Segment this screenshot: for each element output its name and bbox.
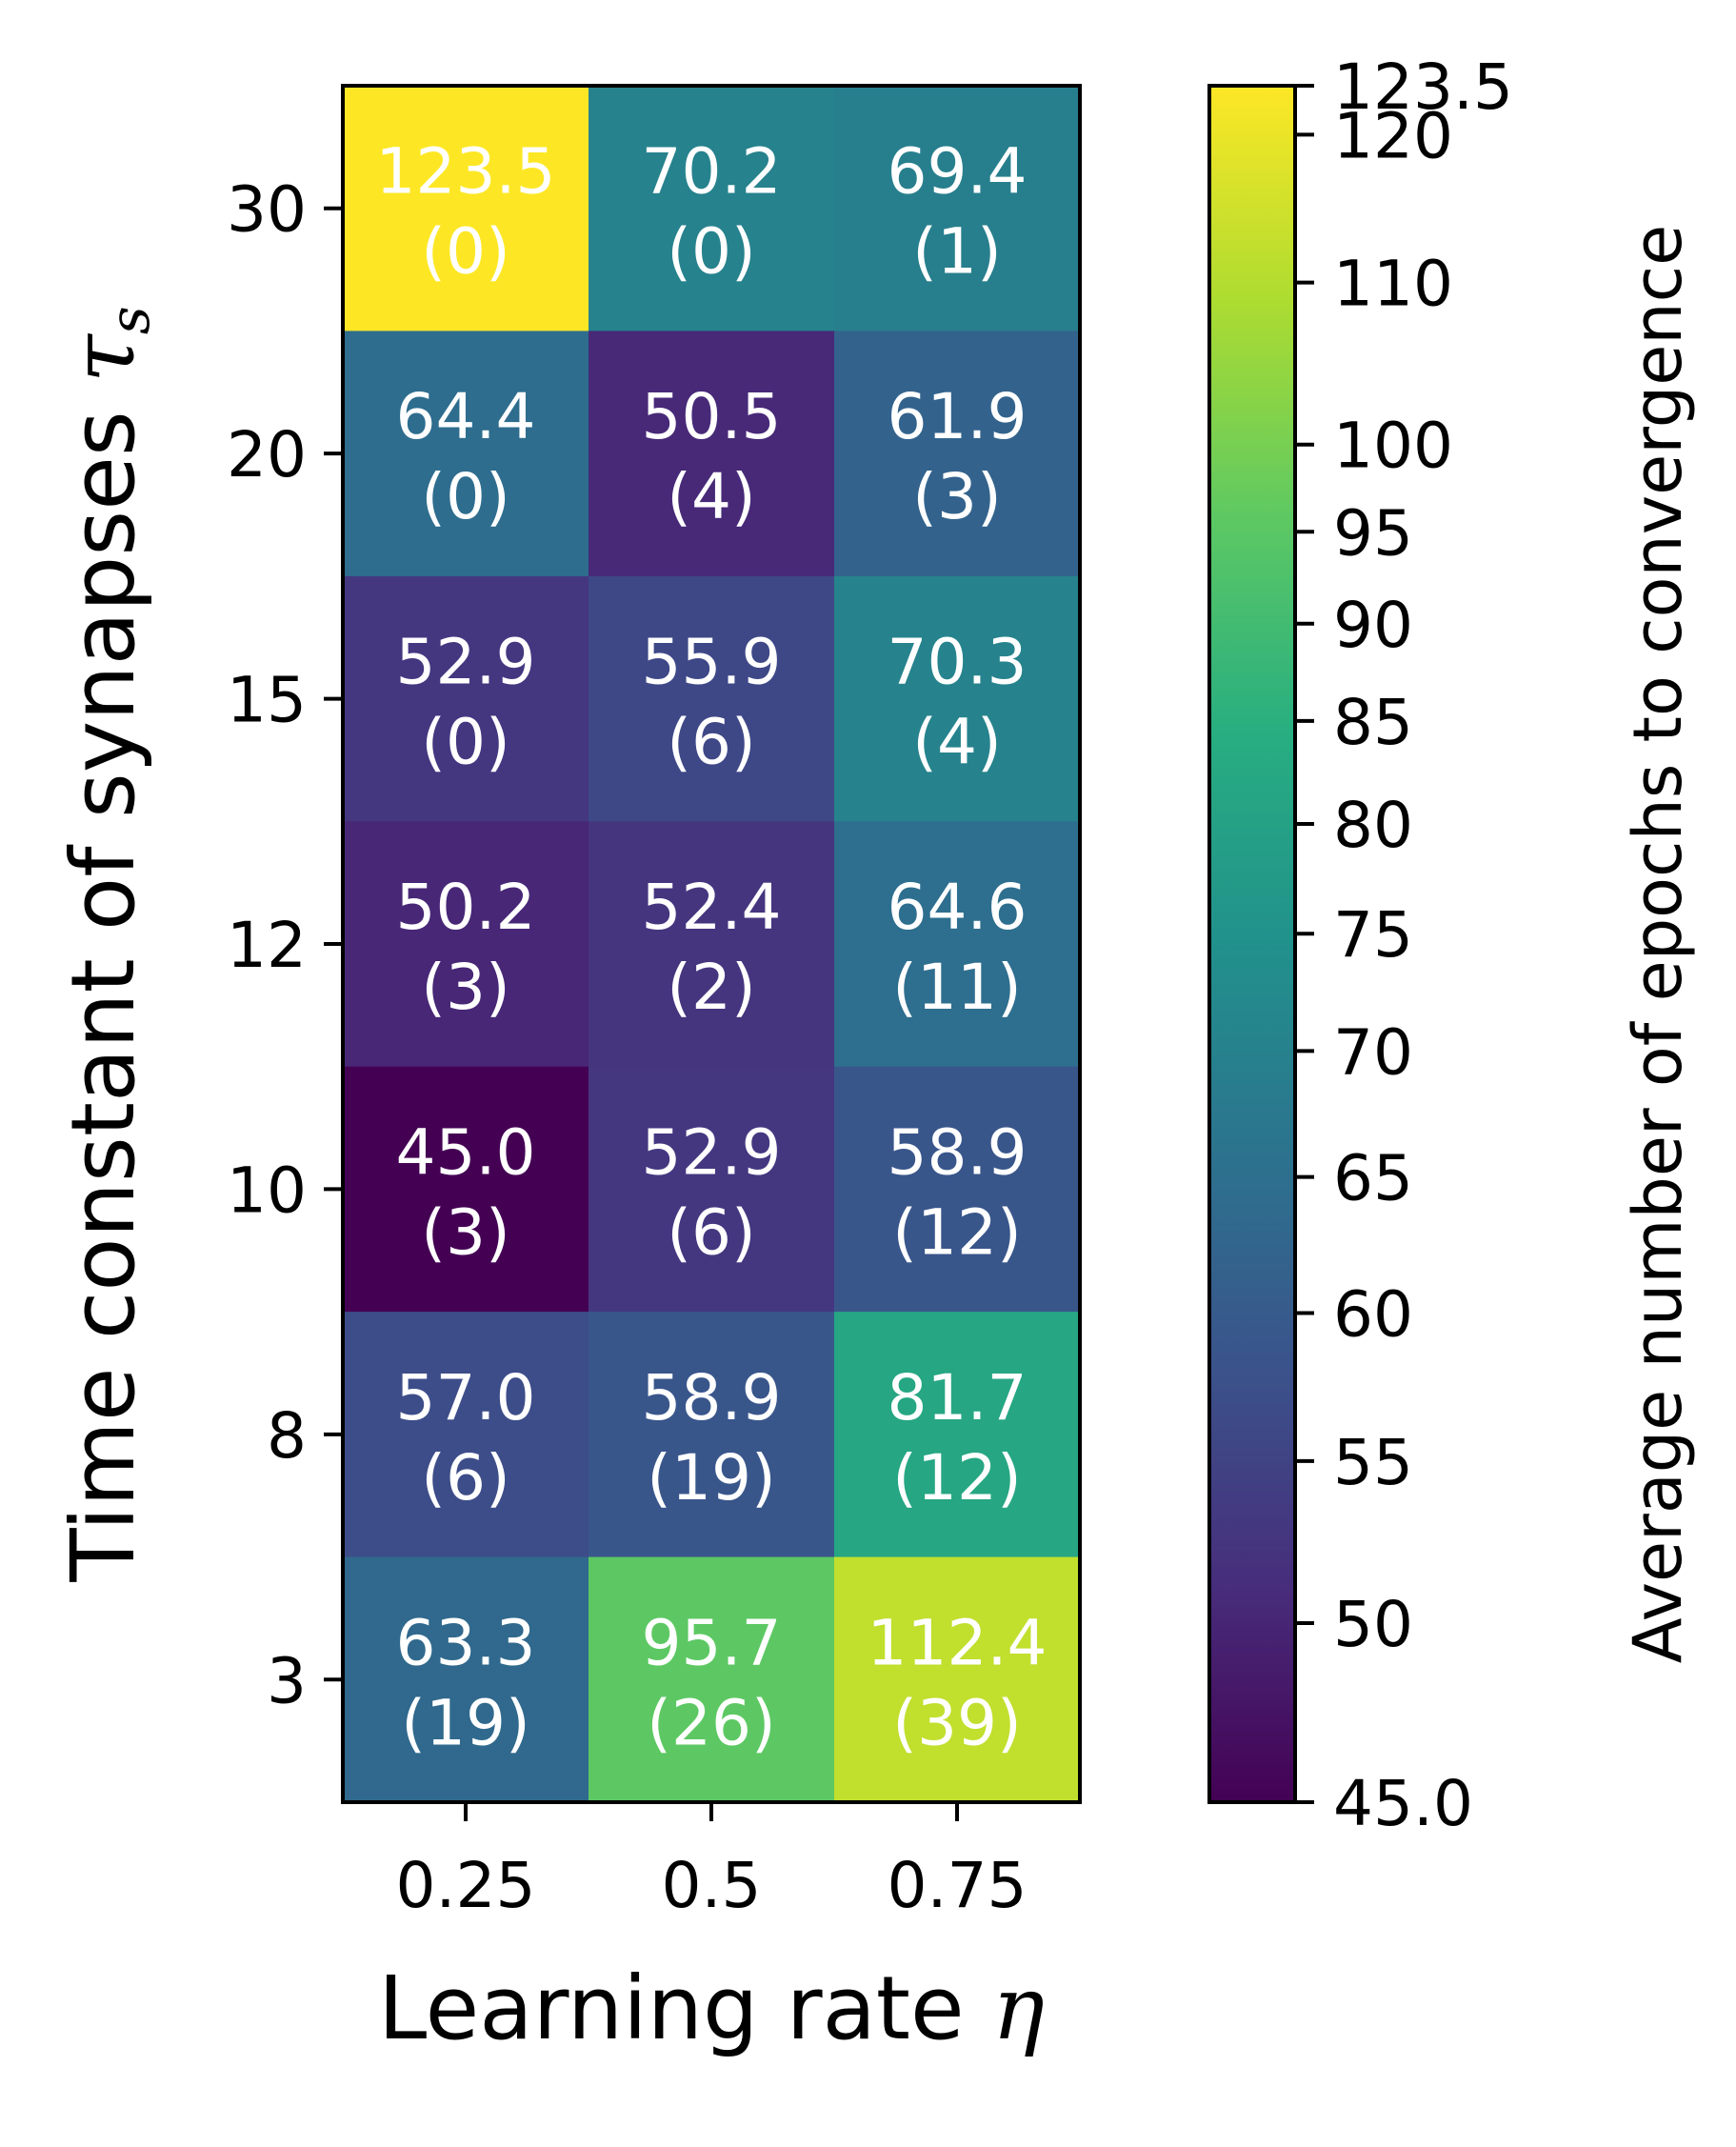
heatmap-cell (343, 575, 589, 822)
colorbar-tick-label: 110 (1333, 248, 1453, 321)
x-axis-ticks: 0.25 0.5 0.75 (396, 1802, 1028, 1922)
heatmap-cell (834, 86, 1081, 331)
cell-value-label: 52.4 (642, 871, 782, 944)
colorbar-tick-label: 95 (1333, 496, 1413, 570)
cell-value-label: 64.4 (396, 380, 536, 453)
colorbar-tick-label: 85 (1333, 686, 1413, 759)
cell-count-label: (0) (421, 215, 510, 289)
colorbar-tick-label: 65 (1333, 1142, 1413, 1215)
x-tick-label: 0.75 (888, 1849, 1028, 1922)
cell-count-label: (0) (421, 460, 510, 533)
heatmap-cell (589, 1066, 835, 1313)
colorbar-tick-label: 80 (1333, 789, 1413, 862)
heatmap-cells (343, 86, 1081, 1803)
colorbar-tick-label: 50 (1333, 1588, 1413, 1661)
cell-value-label: 58.9 (642, 1361, 782, 1435)
cell-count-label: (19) (401, 1686, 529, 1759)
heatmap-cell (834, 1556, 1081, 1803)
heatmap-cell (343, 1312, 589, 1558)
cell-value-label: 52.9 (396, 626, 536, 699)
cell-value-label: 63.3 (396, 1606, 536, 1679)
cell-value-label: 64.6 (888, 871, 1028, 944)
cell-value-label: 70.2 (642, 135, 782, 209)
cell-labels: 123.5(0)70.2(0)69.4(1)64.4(0)50.5(4)61.9… (376, 135, 1048, 1760)
heatmap-cell (343, 1556, 589, 1803)
heatmap-cell (589, 575, 835, 822)
cell-count-label: (6) (667, 706, 756, 779)
colorbar-tick-label: 70 (1333, 1015, 1413, 1089)
cell-count-label: (4) (667, 460, 756, 533)
y-tick-label: 10 (227, 1154, 307, 1227)
heatmap-cell (343, 1066, 589, 1313)
cell-count-label: (2) (667, 951, 756, 1024)
heatmap-cell (834, 821, 1081, 1068)
cell-value-label: 45.0 (396, 1115, 536, 1189)
cell-value-label: 57.0 (396, 1361, 536, 1435)
heatmap-cell (589, 331, 835, 577)
colorbar-tick-label: 90 (1333, 589, 1413, 662)
colorbar-tick-label: 100 (1333, 410, 1453, 483)
cell-count-label: (6) (667, 1195, 756, 1269)
cell-count-label: (12) (892, 1195, 1021, 1269)
cell-count-label: (3) (912, 460, 1002, 533)
heatmap-cell (343, 331, 589, 577)
x-axis-title: Learning rate η (378, 1957, 1045, 2059)
colorbar-tick-label: 75 (1333, 898, 1413, 972)
colorbar-title: Average number of epochs to convergence (1619, 225, 1697, 1663)
y-axis-ticks: 30 20 15 12 10 8 3 (227, 173, 343, 1717)
x-tick-label: 0.25 (396, 1849, 536, 1922)
heatmap-cell (589, 821, 835, 1068)
cell-count-label: (12) (892, 1441, 1021, 1515)
heatmap-cell (343, 821, 589, 1068)
heatmap-cell (834, 1312, 1081, 1558)
colorbar-tick-label: 120 (1333, 99, 1453, 172)
colorbar-tick-label: 123.5 (1333, 50, 1513, 124)
cell-count-label: (0) (421, 706, 510, 779)
cell-value-label: 50.2 (396, 871, 536, 944)
y-axis-title: Time constant of synapses τs (52, 306, 162, 1582)
y-tick-label: 3 (267, 1644, 307, 1717)
cell-count-label: (11) (892, 951, 1021, 1024)
y-tick-label: 20 (227, 418, 307, 492)
colorbar-tick-label: 45.0 (1333, 1767, 1473, 1840)
colorbar-tick-label: 60 (1333, 1278, 1413, 1352)
cell-value-label: 69.4 (888, 135, 1028, 209)
heatmap-cell (343, 86, 589, 331)
cell-value-label: 123.5 (376, 135, 556, 209)
cell-count-label: (3) (421, 1195, 510, 1269)
cell-count-label: (3) (421, 951, 510, 1024)
cell-value-label: 61.9 (888, 380, 1028, 453)
cell-value-label: 112.4 (868, 1606, 1048, 1679)
cell-value-label: 95.7 (642, 1606, 782, 1679)
cell-count-label: (26) (647, 1686, 775, 1759)
y-tick-label: 8 (267, 1399, 307, 1473)
y-tick-label: 12 (227, 909, 307, 982)
heatmap-cell (834, 331, 1081, 577)
cell-value-label: 81.7 (888, 1361, 1028, 1435)
cell-count-label: (19) (647, 1441, 775, 1515)
heatmap-cell (834, 1066, 1081, 1313)
cell-value-label: 50.5 (642, 380, 782, 453)
heatmap-cell (589, 1556, 835, 1803)
cell-value-label: 52.9 (642, 1115, 782, 1189)
cell-count-label: (1) (912, 215, 1002, 289)
heatmap-cell (589, 1312, 835, 1558)
heatmap-cell (589, 86, 835, 331)
colorbar-tick-label: 55 (1333, 1426, 1413, 1499)
y-tick-label: 15 (227, 664, 307, 737)
cell-count-label: (39) (892, 1686, 1021, 1759)
cell-value-label: 70.3 (888, 626, 1028, 699)
cell-value-label: 55.9 (642, 626, 782, 699)
x-tick-label: 0.5 (662, 1849, 762, 1922)
cell-count-label: (0) (667, 215, 756, 289)
colorbar (1207, 84, 1297, 1804)
y-tick-label: 30 (227, 173, 307, 247)
cell-count-label: (6) (421, 1441, 510, 1515)
cell-value-label: 58.9 (888, 1115, 1028, 1189)
heatmap-cell (834, 575, 1081, 822)
cell-count-label: (4) (912, 706, 1002, 779)
